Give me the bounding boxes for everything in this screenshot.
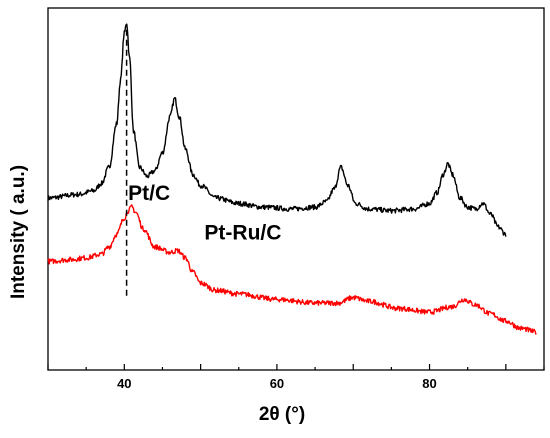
- plot-frame: [47, 7, 545, 371]
- series-line-pt-ru-c: [47, 204, 537, 335]
- series-label-pt-c: Pt/C: [128, 182, 170, 205]
- x-tick-label: 80: [422, 376, 436, 391]
- y-axis-title: Intensity ( a.u.): [8, 165, 29, 299]
- series-line-pt-c: [47, 23, 507, 237]
- x-tick-label: 40: [117, 376, 131, 391]
- series-labels: Pt/C Pt-Ru/C: [128, 182, 281, 245]
- x-tick-label: 60: [270, 376, 284, 391]
- x-axis-ticks: [47, 364, 545, 370]
- series-group: [47, 23, 537, 335]
- x-axis-tick-labels: 40 60 80: [117, 376, 437, 391]
- series-label-pt-ru-c: Pt-Ru/C: [204, 222, 281, 245]
- x-axis-title: 2θ (°): [259, 404, 305, 425]
